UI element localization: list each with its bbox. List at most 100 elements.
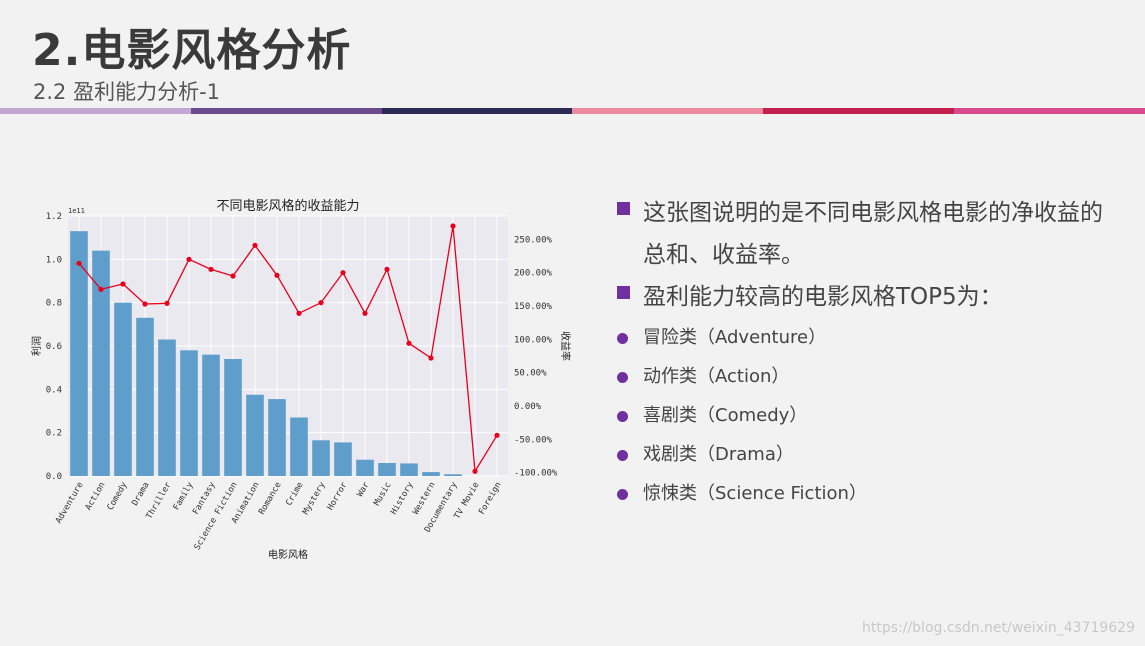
bar [312, 440, 330, 476]
circle-bullet-icon [617, 333, 628, 344]
bar [356, 459, 374, 476]
bar [246, 394, 264, 476]
stripe-segment-3 [381, 108, 573, 114]
y2-tick-label: 250.00% [514, 235, 553, 245]
stripe-segment-4 [572, 108, 764, 114]
y2-tick-label: 200.00% [514, 269, 553, 279]
square-bullet-icon [617, 202, 630, 215]
return-rate-point [384, 266, 390, 272]
bullet-main-2: 盈利能力较高的电影风格TOP5为： [617, 276, 1117, 318]
bullet-sub-text: 动作类（Action） [643, 366, 790, 387]
return-rate-point [318, 300, 324, 306]
y-tick-label: 0.4 [46, 385, 62, 395]
return-rate-point [186, 256, 192, 262]
x-tick-label: Action [84, 481, 108, 513]
y-multiplier: 1e11 [68, 207, 85, 215]
return-rate-point [494, 432, 500, 438]
return-rate-point [120, 281, 126, 287]
circle-bullet-icon [617, 411, 628, 422]
return-rate-point [164, 300, 170, 306]
y-tick-label: 0.0 [46, 472, 62, 482]
bullet-sub-text: 喜剧类（Comedy） [643, 405, 808, 426]
y-tick-label: 0.8 [46, 299, 62, 309]
return-rate-point [208, 266, 214, 272]
stripe-segment-5 [763, 108, 955, 114]
x-tick-label: Crime [284, 481, 305, 508]
return-rate-point [142, 301, 148, 307]
x-tick-label: Drama [130, 481, 151, 508]
bar [290, 417, 308, 476]
bar [268, 399, 286, 476]
bullet-main-1-text: 这张图说明的是不同电影风格电影的净收益的总和、收益率。 [643, 200, 1103, 268]
return-rate-point [472, 468, 478, 474]
x-tick-label: Horror [326, 481, 350, 513]
y2-tick-label: 100.00% [514, 335, 553, 345]
watermark: https://blog.csdn.net/weixin_43719629 [861, 620, 1135, 636]
bullet-sub-5: 惊悚类（Science Fiction） [617, 474, 1117, 513]
bar [114, 302, 132, 476]
return-rate-point [98, 286, 104, 292]
page-subtitle: 2.2 盈利能力分析-1 [33, 80, 221, 104]
y2-tick-label: 150.00% [514, 302, 553, 312]
bar [92, 250, 110, 476]
y-tick-label: 0.2 [46, 429, 62, 439]
return-rate-point [362, 310, 368, 316]
bullet-sub-3: 喜剧类（Comedy） [617, 396, 1117, 435]
bullet-sub-2: 动作类（Action） [617, 357, 1117, 396]
return-rate-point [76, 260, 82, 266]
profit-chart: 0.0 0.2 0.4 0.6 0.8 1.0 1.2 1e11 -100.00% -50.00%… [30, 192, 572, 572]
color-stripe [0, 108, 1145, 114]
return-rate-point [296, 310, 302, 316]
y-tick-label: 1.2 [46, 212, 62, 222]
stripe-segment-2 [190, 108, 382, 114]
y2-tick-label: 50.00% [514, 369, 547, 379]
chart-title: 不同电影风格的收益能力 [216, 198, 359, 214]
bar [180, 350, 198, 476]
y2-axis-label: 收益率 [559, 331, 572, 361]
x-tick-label: Comedy [106, 481, 130, 513]
x-axis-label: 电影风格 [268, 548, 308, 561]
bar [422, 472, 440, 476]
bullet-list: 这张图说明的是不同电影风格电影的净收益的总和、收益率。 盈利能力较高的电影风格T… [617, 192, 1117, 513]
y2-tick-label: -50.00% [514, 435, 553, 445]
x-tick-label: Music [372, 481, 393, 508]
return-rate-point [450, 223, 456, 229]
bullet-main-1: 这张图说明的是不同电影风格电影的净收益的总和、收益率。 [617, 192, 1117, 276]
bullet-main-2-text: 盈利能力较高的电影风格TOP5为： [643, 284, 1003, 310]
bullet-sub-text: 冒险类（Adventure） [643, 327, 827, 348]
y2-tick-label: 0.00% [514, 402, 542, 412]
bar [444, 474, 462, 476]
y-axis-label: 利润 [30, 336, 43, 356]
circle-bullet-icon [617, 489, 628, 500]
bullet-sub-text: 惊悚类（Science Fiction） [643, 483, 867, 504]
circle-bullet-icon [617, 450, 628, 461]
stripe-segment-1 [0, 108, 191, 114]
bar [136, 317, 154, 476]
profit-chart-svg: 0.0 0.2 0.4 0.6 0.8 1.0 1.2 1e11 -100.00% -50.00%… [30, 198, 572, 561]
return-rate-point [428, 355, 434, 361]
page-title: 2.电影风格分析 [32, 25, 352, 76]
bullet-sub-4: 戏剧类（Drama） [617, 435, 1117, 474]
return-rate-point [340, 270, 346, 276]
y-tick-label: 0.6 [46, 342, 62, 352]
square-bullet-icon [617, 286, 630, 299]
bar [378, 463, 396, 476]
x-tick-label: War [355, 481, 371, 499]
return-rate-line [78, 225, 498, 474]
x-tick-label: Family [172, 481, 196, 513]
y-tick-label: 1.0 [46, 255, 62, 265]
x-tick-label: Adventure [54, 481, 86, 526]
bar [158, 339, 176, 476]
bullet-sub-1: 冒险类（Adventure） [617, 318, 1117, 357]
return-rate-point [274, 272, 280, 278]
return-rate-point [252, 242, 258, 248]
circle-bullet-icon [617, 372, 628, 383]
bar [334, 442, 352, 476]
return-rate-point [230, 273, 236, 279]
bar [202, 354, 220, 476]
bar [400, 463, 418, 476]
bar [224, 359, 242, 476]
return-rate-point [406, 340, 412, 346]
bullet-sub-text: 戏剧类（Drama） [643, 444, 794, 465]
y2-tick-label: -100.00% [514, 469, 558, 479]
